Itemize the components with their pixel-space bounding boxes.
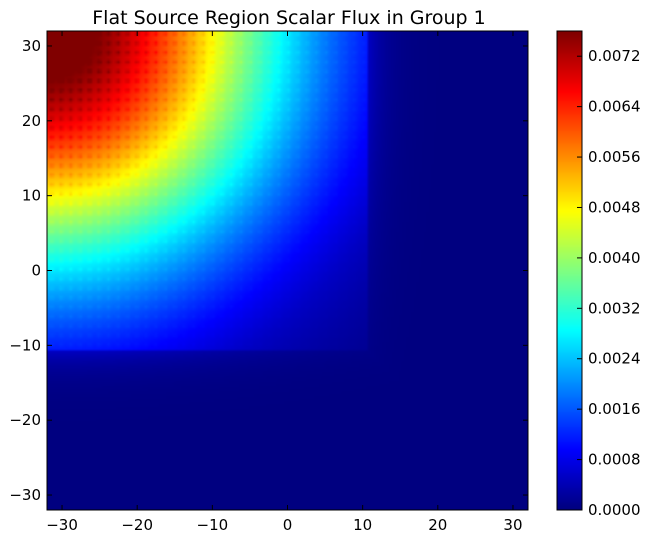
x-tick-label: 30 <box>503 516 522 534</box>
y-axis-ticks: −30 −20 −10 0 10 20 30 <box>9 37 528 504</box>
heatmap-image <box>47 31 528 510</box>
x-tick-label: 20 <box>428 516 447 534</box>
colorbar-tick-label: 0.0008 <box>588 451 641 469</box>
x-tick-label: −30 <box>46 516 78 534</box>
y-tick-label: 20 <box>22 112 41 130</box>
colorbar: 0.0000 0.0008 0.0016 0.0024 0.0032 0.0040 0.00… <box>556 30 641 519</box>
colorbar-gradient <box>557 31 582 510</box>
colorbar-tick-label: 0.0056 <box>588 148 641 166</box>
colorbar-tick-label: 0.0000 <box>588 501 641 519</box>
x-tick-label: −20 <box>121 516 153 534</box>
plot-area: −30 −20 −10 0 10 20 30 −30 −20 −10 0 10 20 30 <box>9 30 529 534</box>
y-tick-label: 30 <box>22 37 41 55</box>
colorbar-tick-label: 0.0048 <box>588 198 641 216</box>
chart-title: Flat Source Region Scalar Flux in Group … <box>92 7 486 29</box>
x-tick-label: −10 <box>197 516 229 534</box>
colorbar-tick-label: 0.0072 <box>588 47 641 65</box>
y-tick-label: 10 <box>22 187 41 205</box>
colorbar-tick-label: 0.0016 <box>588 400 641 418</box>
x-tick-label: 0 <box>283 516 293 534</box>
colorbar-tick-label: 0.0064 <box>588 98 641 116</box>
colorbar-tick-label: 0.0032 <box>588 299 641 317</box>
y-tick-label: 0 <box>31 262 41 280</box>
colorbar-frame <box>556 30 583 511</box>
colorbar-tick-label: 0.0024 <box>588 350 641 368</box>
y-tick-label: −10 <box>9 336 41 354</box>
colorbar-ticks: 0.0000 0.0008 0.0016 0.0024 0.0032 0.0040 0.00… <box>577 47 641 519</box>
y-tick-label: −30 <box>9 486 41 504</box>
colorbar-tick-label: 0.0040 <box>588 249 641 267</box>
x-tick-label: 10 <box>353 516 372 534</box>
x-axis-ticks: −30 −20 −10 0 10 20 30 <box>46 31 523 534</box>
y-tick-label: −20 <box>9 411 41 429</box>
